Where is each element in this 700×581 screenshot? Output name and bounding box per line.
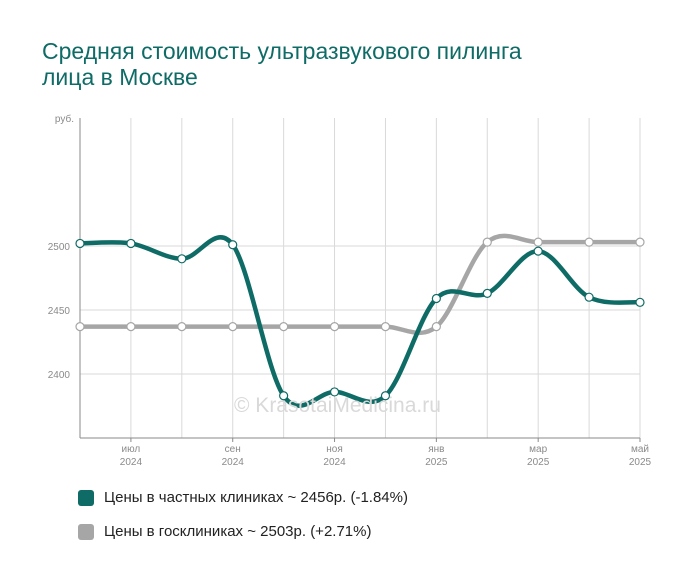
data-point-private <box>177 254 187 264</box>
data-point-public <box>533 237 543 247</box>
data-point-private <box>329 387 340 397</box>
watermark: © KrasotaiMedicina.ru <box>234 394 441 417</box>
x-tick-label-month: июл <box>122 444 141 455</box>
data-point-private <box>533 246 543 256</box>
x-tick-label-month: сен <box>225 444 241 455</box>
legend-swatch-public <box>78 524 94 540</box>
data-point-public <box>635 237 645 247</box>
chart-title-line-1: Средняя стоимость ультразвукового пилинг… <box>42 38 522 64</box>
x-tick-label-year: 2025 <box>425 457 448 468</box>
x-tick-label-year: 2025 <box>629 457 652 468</box>
data-point-private <box>228 240 238 250</box>
x-tick-label-month: мар <box>529 444 547 455</box>
data-point-private <box>380 391 391 401</box>
y-tick-label: 2450 <box>48 306 71 317</box>
x-tick-label-month: май <box>631 444 649 455</box>
axis-layer: 2400 2450 2500 руб. июл 2024 сен 2024 ноя 2024 янв… <box>48 113 652 468</box>
x-tick-label-month: янв <box>428 444 444 455</box>
data-point-public <box>329 322 340 332</box>
data-point-public <box>177 322 187 332</box>
data-point-public <box>279 322 289 332</box>
x-tick-label-year: 2025 <box>527 457 550 468</box>
x-tick-label-year: 2024 <box>323 457 346 468</box>
data-point-public <box>431 322 441 332</box>
y-tick-label: 2500 <box>48 242 71 253</box>
line-chart: 2400 2450 2500 руб. июл 2024 сен 2024 ноя 2024 янв… <box>48 113 652 468</box>
series-line-private <box>77 235 643 408</box>
data-point-public <box>380 322 391 332</box>
data-point-public <box>482 237 492 247</box>
data-point-private <box>584 292 594 302</box>
x-tick-label-year: 2024 <box>222 457 245 468</box>
y-tick-label: 2400 <box>48 370 71 381</box>
data-point-private <box>126 238 136 249</box>
data-point-public <box>228 322 238 332</box>
chart-title-line-2: лица в Москве <box>42 64 198 90</box>
legend-label-private: Цены в частных клиниках ~ 2456р. (-1.84%… <box>104 489 408 506</box>
data-point-public <box>584 237 594 247</box>
data-point-public <box>75 322 85 332</box>
y-axis-unit-label: руб. <box>55 113 74 125</box>
series-line-public <box>77 233 643 336</box>
legend-label-public: Цены в госклиниках ~ 2503р. (+2.71%) <box>104 523 372 540</box>
point-layer <box>75 237 645 401</box>
x-tick-label-year: 2024 <box>120 457 143 468</box>
data-point-public <box>126 322 136 332</box>
data-point-private <box>75 238 85 249</box>
grid-layer <box>80 118 641 438</box>
data-point-private <box>279 391 289 401</box>
data-point-private <box>635 297 645 307</box>
series-layer <box>77 233 643 408</box>
chart-title: Средняя стоимость ультразвукового пилинг… <box>42 38 602 90</box>
data-point-private <box>482 288 492 298</box>
data-point-private <box>431 293 441 304</box>
legend-swatch-private <box>78 490 94 506</box>
x-tick-label-month: ноя <box>326 444 343 455</box>
